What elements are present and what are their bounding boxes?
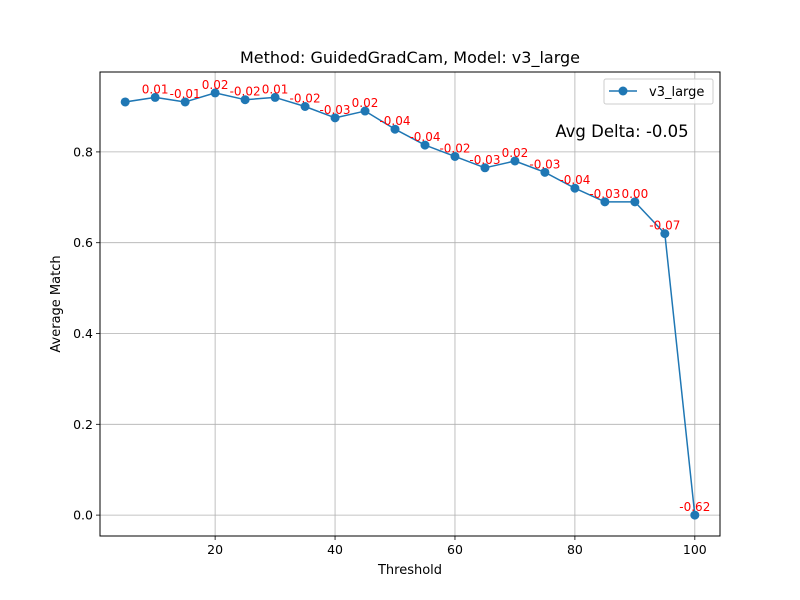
y-tick-label: 0.6 <box>73 235 93 250</box>
y-tick-label: 0.8 <box>73 144 93 159</box>
data-point <box>330 113 340 123</box>
plot-frame <box>99 71 721 537</box>
delta-label: -0.02 <box>290 92 321 106</box>
data-point <box>180 97 190 107</box>
y-tick-label: 0.2 <box>73 417 93 432</box>
y-tick-label: 0.0 <box>73 508 93 523</box>
data-point <box>540 167 550 177</box>
delta-label: 0.02 <box>502 146 529 160</box>
avg-delta-annotation: Avg Delta: -0.05 <box>555 122 688 141</box>
data-point <box>300 102 310 112</box>
grid-lines <box>100 72 720 536</box>
delta-label: 0.02 <box>352 96 379 110</box>
legend-box <box>603 78 714 105</box>
data-point <box>480 163 490 173</box>
data-point <box>390 124 400 134</box>
series-layer <box>120 88 700 520</box>
delta-label: 0.01 <box>142 82 169 96</box>
data-point <box>210 88 220 98</box>
y-axis-label: Average Match <box>49 255 64 352</box>
data-point <box>660 229 670 239</box>
delta-label: -0.03 <box>529 157 560 171</box>
chart-title: Method: GuidedGradCam, Model: v3_large <box>240 48 580 68</box>
delta-label: -0.07 <box>649 219 680 233</box>
data-point <box>690 510 700 520</box>
legend-marker-swatch <box>618 86 628 96</box>
delta-label: -0.04 <box>559 173 590 187</box>
data-point <box>120 97 130 107</box>
data-point <box>450 151 460 161</box>
delta-label: -0.01 <box>170 87 201 101</box>
delta-label: -0.03 <box>469 153 500 167</box>
x-tick-label: 20 <box>207 542 223 557</box>
data-point <box>600 197 610 207</box>
delta-labels: 0.01 -0.010.02 -0.02 0.01-0.02-0.03 0.02-0.0… <box>142 78 711 514</box>
delta-label: -0.03 <box>589 187 620 201</box>
data-point <box>630 197 640 207</box>
data-point <box>240 95 250 105</box>
data-point <box>570 183 580 193</box>
legend: v3_large <box>603 78 714 105</box>
x-tick-label: 100 <box>683 542 707 557</box>
data-point <box>420 140 430 150</box>
delta-label: -0.03 <box>320 103 351 117</box>
x-tick-label: 40 <box>327 542 343 557</box>
x-tick-label: 80 <box>567 542 583 557</box>
delta-label: 0.00 <box>621 187 648 201</box>
legend-entry-v3-large: v3_large <box>649 85 704 100</box>
delta-label: -0.04 <box>409 130 440 144</box>
delta-label: -0.02 <box>230 85 261 99</box>
axis-ticks: 20 40 60 80 100 0.0 0.2 0.4 0.6 0.8 <box>73 144 707 557</box>
y-tick-label: 0.4 <box>73 326 93 341</box>
data-point <box>150 92 160 102</box>
data-point <box>270 92 280 102</box>
series-line-v3_large <box>125 92 696 516</box>
delta-label: 0.01 <box>262 82 289 96</box>
data-point <box>510 156 520 166</box>
x-tick-label: 60 <box>447 542 463 557</box>
delta-label: -0.04 <box>379 114 410 128</box>
delta-label: -0.02 <box>439 141 470 155</box>
data-point <box>360 106 370 116</box>
delta-label: 0.02 <box>202 78 229 92</box>
delta-label: -0.62 <box>679 500 710 514</box>
x-axis-label: Threshold <box>377 563 442 578</box>
